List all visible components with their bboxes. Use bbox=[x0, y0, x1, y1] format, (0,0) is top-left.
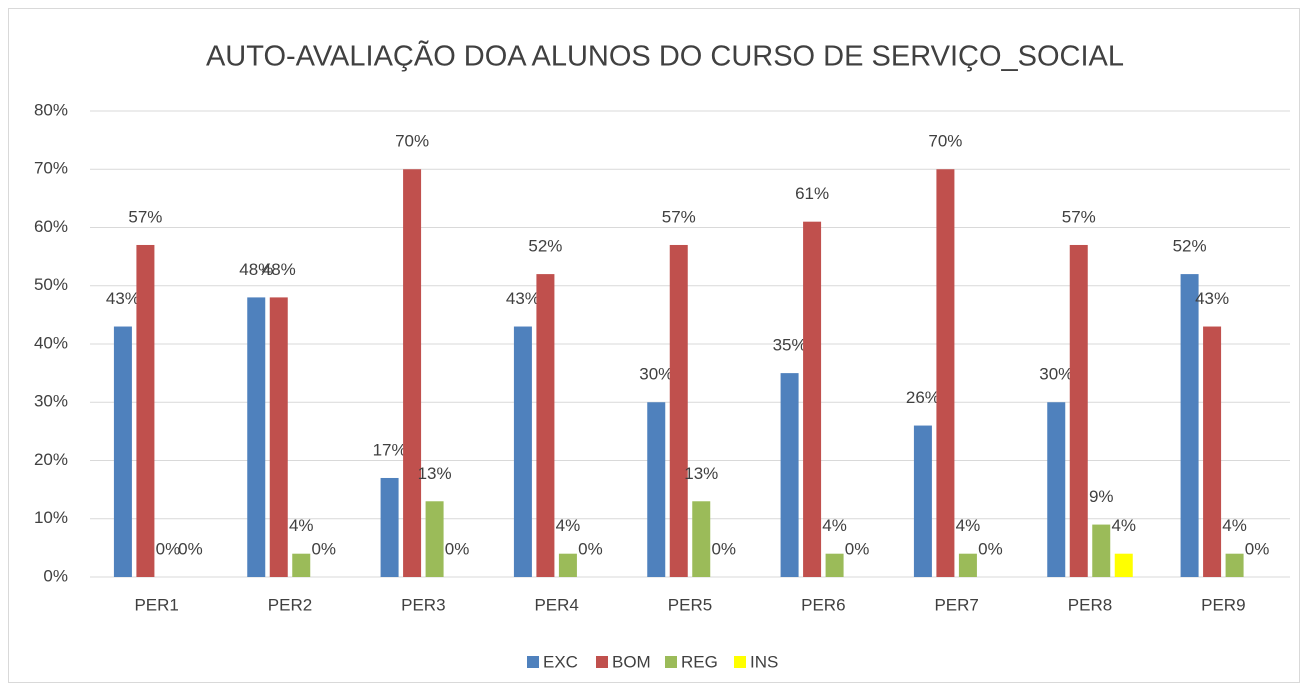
x-tick-label: PER5 bbox=[668, 595, 712, 614]
x-tick-label: PER3 bbox=[401, 595, 445, 614]
x-tick-label: PER4 bbox=[534, 595, 578, 614]
data-label: 4% bbox=[1222, 516, 1247, 535]
x-tick-label: PER2 bbox=[268, 595, 312, 614]
bar bbox=[803, 221, 822, 578]
data-label: 57% bbox=[662, 207, 696, 226]
data-label: 0% bbox=[978, 539, 1003, 558]
y-tick-label: 20% bbox=[34, 450, 68, 469]
bar bbox=[1203, 326, 1222, 577]
data-label: 35% bbox=[773, 336, 807, 355]
data-label: 57% bbox=[128, 207, 162, 226]
legend-swatch bbox=[596, 656, 608, 668]
data-label: 0% bbox=[578, 539, 603, 558]
y-tick-label: 10% bbox=[34, 508, 68, 527]
data-label: 4% bbox=[289, 516, 314, 535]
data-label: 0% bbox=[445, 539, 470, 558]
bar bbox=[1047, 402, 1066, 577]
x-tick-label: PER6 bbox=[801, 595, 845, 614]
bar bbox=[269, 297, 288, 577]
data-label: 43% bbox=[1195, 289, 1229, 308]
data-label: 0% bbox=[311, 539, 336, 558]
bar bbox=[1225, 553, 1244, 577]
bar bbox=[936, 169, 955, 577]
bar bbox=[513, 326, 532, 577]
bar bbox=[780, 373, 799, 577]
bar bbox=[1092, 524, 1111, 577]
y-tick-label: 60% bbox=[34, 217, 68, 236]
bar bbox=[913, 425, 932, 577]
legend-label: INS bbox=[750, 652, 778, 671]
data-label: 4% bbox=[556, 516, 581, 535]
data-label: 48% bbox=[239, 260, 273, 279]
chart-border bbox=[8, 8, 1300, 683]
bar bbox=[558, 553, 577, 577]
legend-swatch bbox=[527, 656, 539, 668]
data-label: 61% bbox=[795, 184, 829, 203]
data-label: 26% bbox=[906, 388, 940, 407]
legend-swatch bbox=[665, 656, 677, 668]
bar bbox=[425, 501, 444, 577]
data-label: 48% bbox=[262, 260, 296, 279]
bar bbox=[292, 553, 311, 577]
y-tick-label: 80% bbox=[34, 100, 68, 119]
legend-label: BOM bbox=[612, 652, 651, 671]
x-tick-label: PER8 bbox=[1068, 595, 1112, 614]
data-label: 43% bbox=[506, 289, 540, 308]
data-label: 13% bbox=[684, 464, 718, 483]
bar bbox=[380, 477, 399, 577]
data-label: 17% bbox=[373, 440, 407, 459]
data-label: 0% bbox=[711, 539, 736, 558]
data-label: 52% bbox=[528, 237, 562, 256]
data-label: 0% bbox=[845, 539, 870, 558]
bar bbox=[1114, 553, 1133, 577]
bar bbox=[1180, 274, 1199, 577]
y-tick-label: 0% bbox=[43, 566, 68, 585]
data-label: 4% bbox=[1111, 516, 1136, 535]
data-label: 30% bbox=[639, 365, 673, 384]
bar bbox=[136, 244, 155, 577]
data-label: 13% bbox=[418, 464, 452, 483]
data-label: 43% bbox=[106, 289, 140, 308]
bar bbox=[403, 169, 422, 577]
bar bbox=[825, 553, 844, 577]
y-tick-label: 40% bbox=[34, 333, 68, 352]
data-label: 0% bbox=[156, 539, 181, 558]
data-label: 4% bbox=[822, 516, 847, 535]
y-tick-label: 50% bbox=[34, 275, 68, 294]
data-label: 57% bbox=[1062, 207, 1096, 226]
bar bbox=[247, 297, 266, 577]
bar bbox=[113, 326, 132, 577]
x-tick-label: PER1 bbox=[134, 595, 178, 614]
chart-title: AUTO-AVALIAÇÃO DOA ALUNOS DO CURSO DE SE… bbox=[206, 39, 1124, 73]
data-label: 0% bbox=[1245, 539, 1270, 558]
bar bbox=[692, 501, 711, 577]
x-tick-label: PER7 bbox=[934, 595, 978, 614]
data-label: 4% bbox=[956, 516, 981, 535]
legend-swatch bbox=[734, 656, 746, 668]
bar bbox=[536, 274, 555, 577]
bar bbox=[647, 402, 666, 577]
data-label: 70% bbox=[395, 132, 429, 151]
y-tick-label: 30% bbox=[34, 392, 68, 411]
bar bbox=[958, 553, 977, 577]
x-tick-label: PER9 bbox=[1201, 595, 1245, 614]
y-tick-label: 70% bbox=[34, 159, 68, 178]
data-label: 0% bbox=[178, 539, 203, 558]
legend-label: EXC bbox=[543, 652, 578, 671]
data-label: 52% bbox=[1173, 237, 1207, 256]
legend-label: REG bbox=[681, 652, 718, 671]
bar bbox=[1069, 244, 1088, 577]
bar bbox=[669, 244, 688, 577]
data-label: 30% bbox=[1039, 365, 1073, 384]
data-label: 70% bbox=[928, 132, 962, 151]
data-label: 9% bbox=[1089, 487, 1114, 506]
